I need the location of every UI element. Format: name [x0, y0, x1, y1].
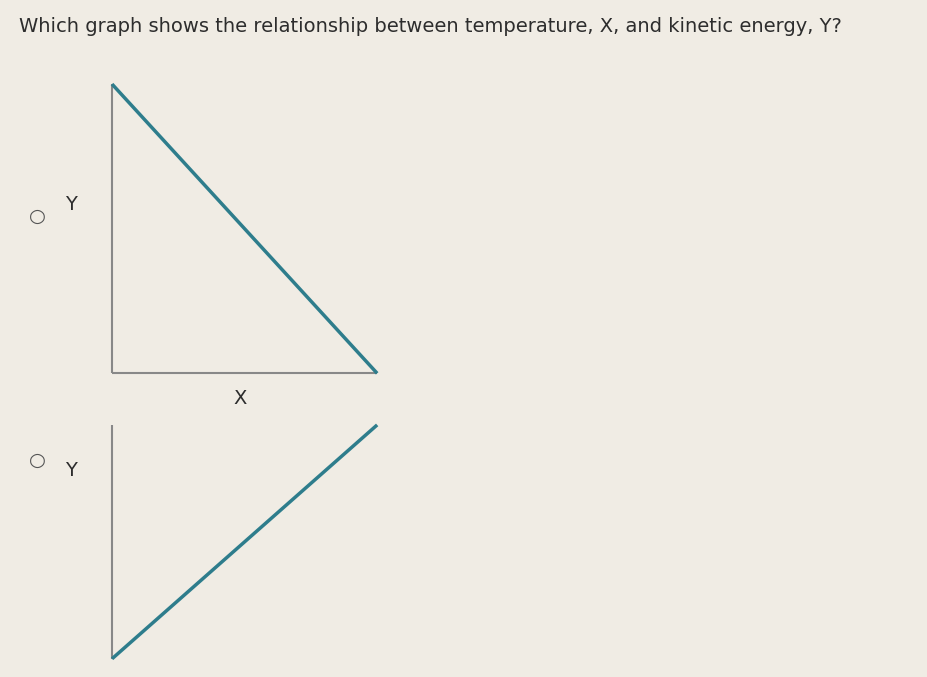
Text: ○: ○ — [29, 451, 45, 470]
Text: Y: Y — [65, 194, 77, 214]
Text: ○: ○ — [29, 207, 45, 226]
Text: Which graph shows the relationship between temperature, X, and kinetic energy, Y: Which graph shows the relationship betwe… — [19, 17, 841, 36]
Text: X: X — [234, 389, 247, 408]
Text: Y: Y — [65, 461, 77, 480]
